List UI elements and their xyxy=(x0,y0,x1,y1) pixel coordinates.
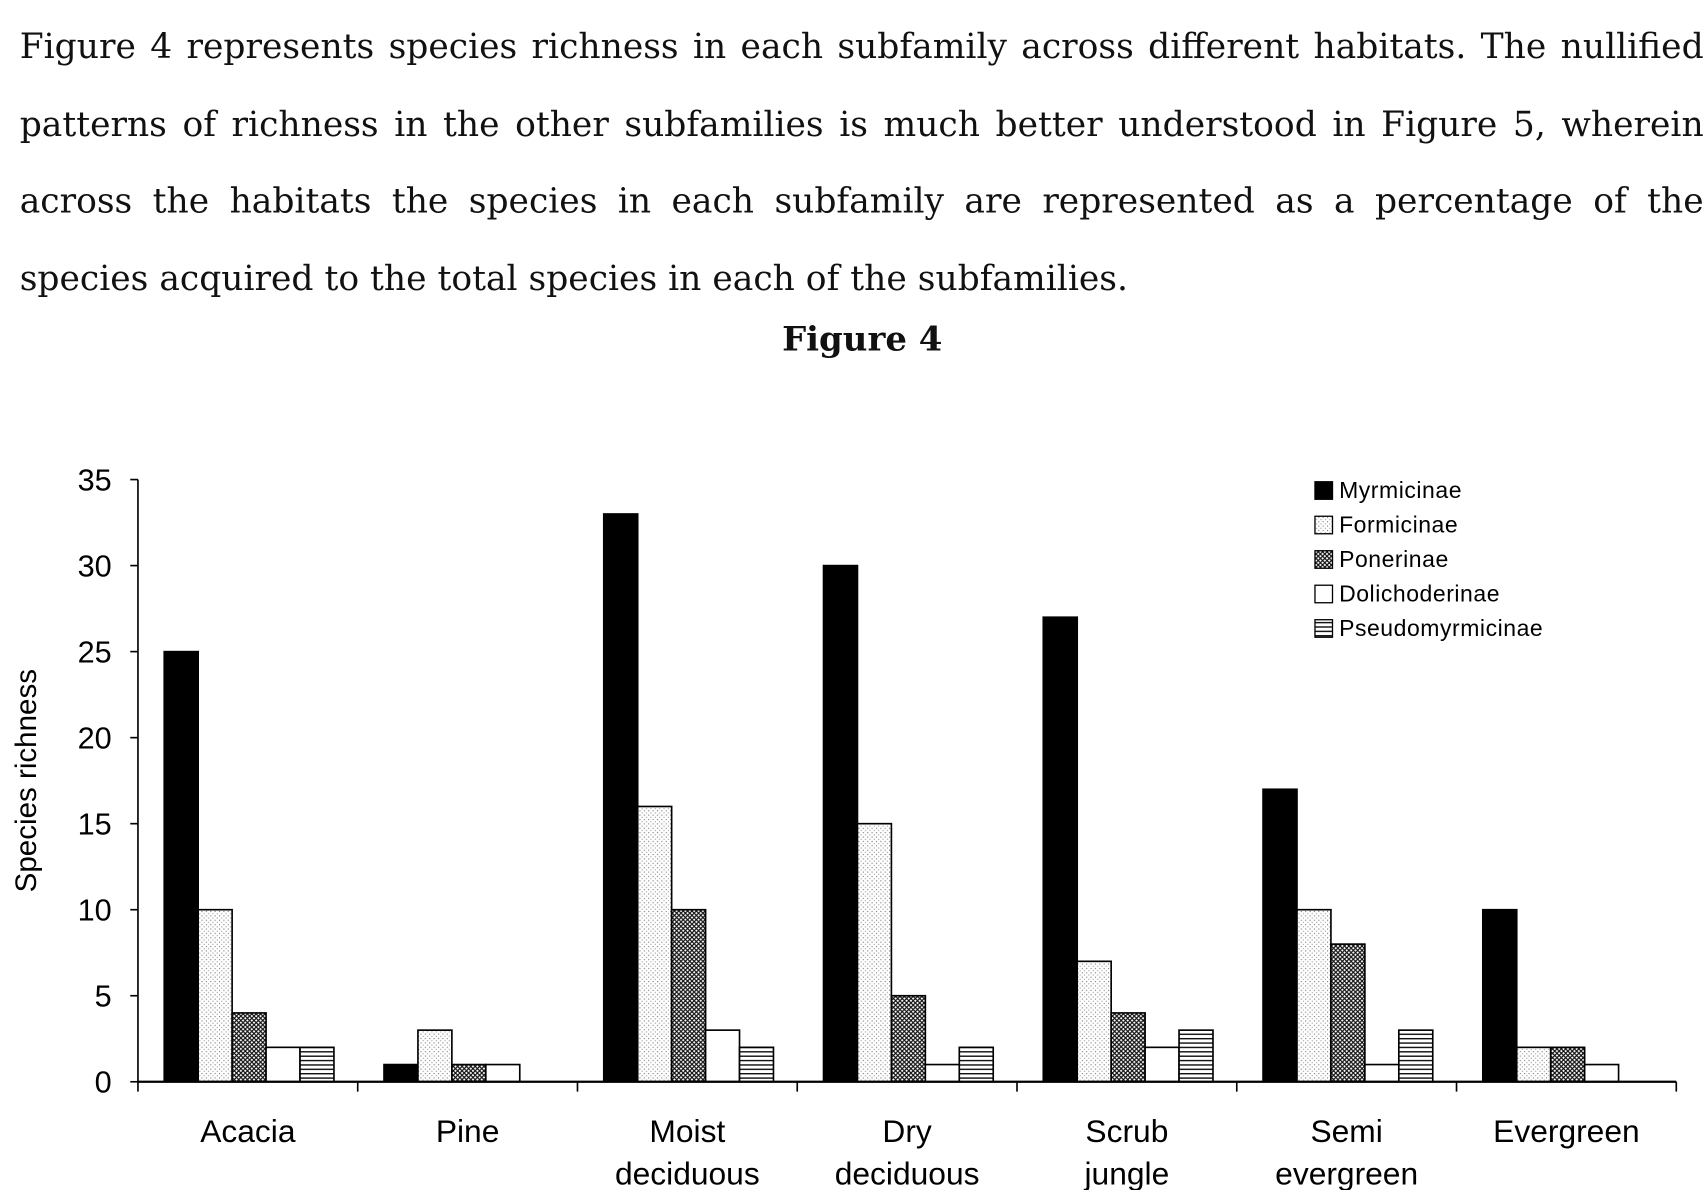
legend-swatch-ponerinae xyxy=(1314,550,1334,569)
bar-formicinae-1 xyxy=(417,1029,453,1083)
y-tick-label: 5 xyxy=(95,980,112,1014)
bar-ponerinae-5 xyxy=(1330,943,1366,1083)
bar-formicinae-5 xyxy=(1296,908,1332,1083)
bar-myrmicinae-5 xyxy=(1262,788,1298,1083)
legend-label-dolichoderinae: Dolichoderinae xyxy=(1339,581,1500,607)
bar-ponerinae-6 xyxy=(1549,1046,1586,1083)
x-tick-label: Scrub xyxy=(1085,1113,1168,1149)
bar-myrmicinae-6 xyxy=(1481,908,1518,1083)
legend-swatch-pseudomyrmicinae xyxy=(1314,619,1334,638)
y-tick-label: 30 xyxy=(78,550,112,584)
bar-pseudomyrmicinae-0 xyxy=(299,1046,335,1083)
y-axis-label: Species richness xyxy=(10,669,43,892)
legend-swatch-formicinae xyxy=(1314,515,1334,535)
x-tick-label: Dry xyxy=(882,1113,932,1149)
legend-label-myrmicinae: Myrmicinae xyxy=(1339,477,1462,503)
x-tick-label: jungle xyxy=(1084,1156,1170,1190)
y-tick-label: 10 xyxy=(78,894,112,928)
x-tick-label: Evergreen xyxy=(1493,1113,1640,1149)
x-tick-label: Moist xyxy=(649,1113,725,1149)
x-tick-label: deciduous xyxy=(835,1156,980,1190)
legend-label-formicinae: Formicinae xyxy=(1339,512,1458,538)
legend-swatch-myrmicinae xyxy=(1314,481,1334,500)
bar-dolichoderinae-6 xyxy=(1583,1063,1620,1083)
bar-dolichoderinae-4 xyxy=(1144,1046,1180,1083)
y-tick-label: 0 xyxy=(95,1066,112,1100)
bar-myrmicinae-4 xyxy=(1042,616,1079,1083)
bar-pseudomyrmicinae-3 xyxy=(958,1046,995,1083)
bar-dolichoderinae-2 xyxy=(704,1029,741,1083)
y-tick-label: 25 xyxy=(78,636,112,670)
bar-pseudomyrmicinae-2 xyxy=(738,1046,775,1083)
bar-dolichoderinae-1 xyxy=(485,1063,521,1083)
bar-ponerinae-0 xyxy=(231,1012,267,1083)
x-tick-label: evergreen xyxy=(1275,1156,1418,1190)
bar-pseudomyrmicinae-4 xyxy=(1178,1029,1214,1083)
bar-dolichoderinae-5 xyxy=(1364,1063,1400,1083)
bar-pseudomyrmicinae-5 xyxy=(1397,1029,1434,1083)
legend-swatch-dolichoderinae xyxy=(1314,584,1334,604)
bar-ponerinae-4 xyxy=(1110,1012,1146,1083)
bar-myrmicinae-3 xyxy=(822,564,859,1083)
x-tick-label: deciduous xyxy=(615,1156,760,1190)
figure-title: Figure 4 xyxy=(782,319,943,360)
x-tick-label: Acacia xyxy=(200,1113,296,1149)
bar-ponerinae-1 xyxy=(451,1063,487,1083)
bar-formicinae-2 xyxy=(636,805,673,1083)
bar-formicinae-4 xyxy=(1076,960,1112,1083)
bar-ponerinae-2 xyxy=(670,908,707,1083)
legend-label-pseudomyrmicinae: Pseudomyrmicinae xyxy=(1339,615,1543,641)
bar-formicinae-0 xyxy=(197,908,233,1083)
y-tick-label: 15 xyxy=(78,808,112,842)
bar-myrmicinae-1 xyxy=(383,1063,419,1083)
body-paragraph: Figure 4 represents species richness in … xyxy=(19,27,1704,299)
bar-dolichoderinae-3 xyxy=(924,1063,961,1083)
x-tick-label: Semi xyxy=(1310,1113,1382,1149)
y-tick-label: 20 xyxy=(78,722,112,756)
bar-myrmicinae-2 xyxy=(602,513,639,1083)
bar-dolichoderinae-0 xyxy=(265,1046,301,1083)
y-tick-label: 35 xyxy=(78,464,112,498)
bar-ponerinae-3 xyxy=(890,994,927,1083)
legend-label-ponerinae: Ponerinae xyxy=(1339,546,1449,572)
x-tick-label: Pine xyxy=(436,1113,500,1149)
bar-myrmicinae-0 xyxy=(163,650,199,1083)
bar-formicinae-6 xyxy=(1515,1046,1552,1083)
bar-formicinae-3 xyxy=(856,822,893,1083)
